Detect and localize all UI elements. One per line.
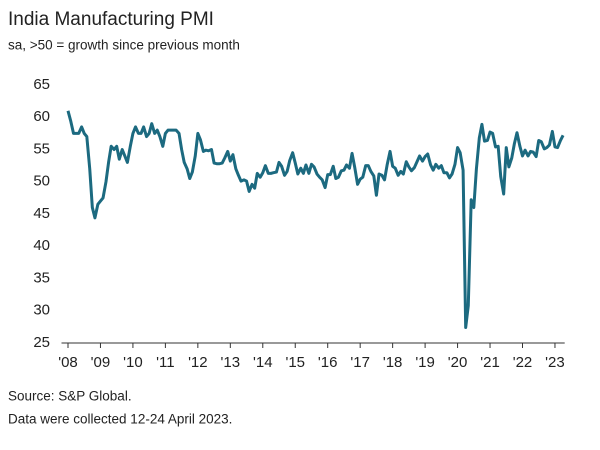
- y-tick-label: 35: [33, 269, 50, 286]
- y-tick-label: 55: [33, 140, 50, 157]
- x-tick-label: '10: [123, 354, 143, 371]
- x-tick-label: '12: [188, 354, 208, 371]
- pmi-line: [66, 110, 565, 330]
- chart-title: India Manufacturing PMI: [8, 9, 214, 30]
- x-tick-label: '11: [156, 354, 174, 371]
- x-tick-label: '15: [285, 354, 305, 371]
- y-tick-label: 40: [33, 237, 50, 254]
- x-tick-label: '16: [318, 354, 338, 371]
- x-tick-label: '18: [383, 354, 403, 371]
- y-tick-label: 25: [33, 334, 50, 351]
- y-tick-label: 50: [33, 173, 50, 190]
- x-tick-label: '19: [415, 354, 435, 371]
- x-tick-label: '20: [448, 354, 468, 371]
- chart-subtitle: sa, >50 = growth since previous month: [8, 38, 240, 53]
- y-tick-label: 45: [33, 205, 50, 222]
- x-tick-label: '09: [91, 354, 111, 371]
- x-tick-label: '13: [221, 354, 241, 371]
- x-tick-label: '22: [513, 354, 533, 371]
- source-note: Source: S&P Global.: [8, 389, 132, 404]
- x-tick-label: '23: [545, 354, 565, 371]
- y-tick-label: 60: [33, 108, 50, 125]
- x-tick-label: '14: [253, 354, 273, 371]
- x-tick-label: '17: [350, 354, 370, 371]
- x-tick-label: '21: [480, 354, 500, 371]
- y-tick-label: 30: [33, 302, 50, 319]
- y-tick-label: 65: [33, 76, 50, 93]
- collection-note: Data were collected 12-24 April 2023.: [8, 412, 232, 427]
- x-tick-label: '08: [58, 354, 78, 371]
